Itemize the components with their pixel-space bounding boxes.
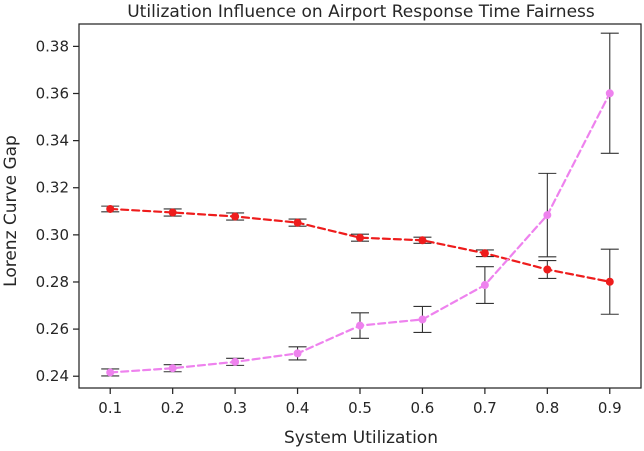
series-2-point — [480, 281, 489, 290]
series-1-point — [231, 212, 240, 221]
series-1-point — [168, 208, 177, 217]
y-tick-label: 0.24 — [36, 367, 69, 385]
x-tick-label: 0.8 — [535, 399, 559, 417]
series-1-point — [480, 249, 489, 258]
series-1-point — [543, 265, 552, 274]
series-2-point — [231, 357, 240, 366]
series-2-point — [418, 315, 427, 324]
y-tick-label: 0.32 — [36, 179, 69, 197]
plot-area: 0.1 0.2 0.3 0.4 0.5 0.6 0.7 0.8 0.9 0.24 0.26 0.28 0… — [36, 23, 642, 417]
x-tick-label: 0.1 — [98, 399, 122, 417]
x-tick-label: 0.4 — [286, 399, 310, 417]
series-1-point — [293, 218, 302, 227]
series-1-point — [418, 236, 427, 245]
series-2-point — [168, 364, 177, 373]
y-tick-label: 0.38 — [36, 37, 69, 55]
x-axis-label: System Utilization — [284, 428, 438, 448]
series-1-point — [106, 204, 115, 213]
x-tick-label: 0.6 — [411, 399, 435, 417]
y-tick-label: 0.36 — [36, 85, 69, 103]
x-tick-label: 0.3 — [223, 399, 247, 417]
x-tick-label: 0.9 — [598, 399, 622, 417]
series-2-point — [543, 211, 552, 220]
y-axis-label: Lorenz Curve Gap — [1, 135, 21, 287]
x-tick-label: 0.5 — [348, 399, 372, 417]
y-tick-label: 0.30 — [36, 226, 69, 244]
chart-title: Utilization Influence on Airport Respons… — [127, 2, 595, 22]
series-2-point — [106, 368, 115, 377]
series-1-point — [355, 233, 364, 242]
y-tick-label: 0.26 — [36, 320, 69, 338]
y-tick-label: 0.34 — [36, 132, 69, 150]
y-tick-label: 0.28 — [36, 273, 69, 291]
x-tick-label: 0.7 — [473, 399, 497, 417]
series-2-point — [355, 321, 364, 330]
x-tick-label: 0.2 — [161, 399, 185, 417]
series-2-point — [605, 89, 614, 98]
series-1-point — [605, 277, 614, 286]
series-2-point — [293, 349, 302, 358]
